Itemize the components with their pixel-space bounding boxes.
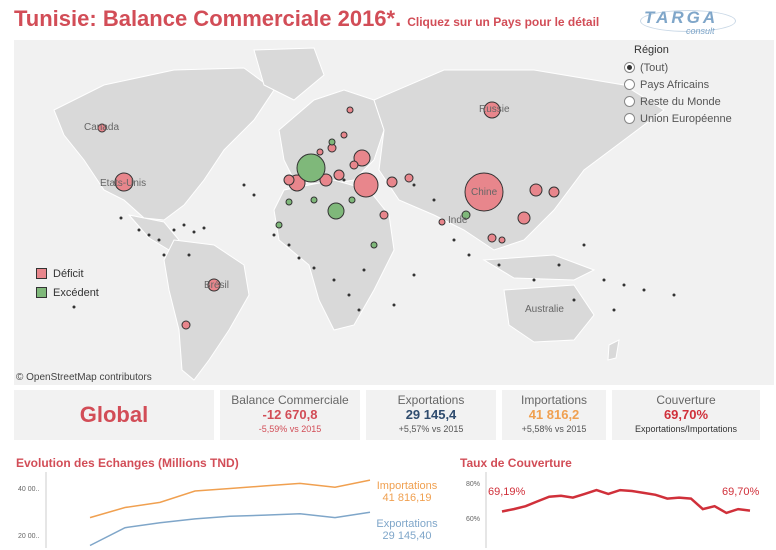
kpi-imports-value: 41 816,2 — [528, 407, 580, 422]
kpi-imports-label: Importations — [520, 393, 588, 407]
kpi-row: Global Balance Commerciale -12 670,8 -5,… — [14, 390, 764, 440]
coverage-start-label: 69,19% — [488, 486, 526, 498]
world-map[interactable]: Canada Etats-Unis Brésil Russie Chine In… — [14, 40, 774, 385]
exchanges-chart-title: Evolution des Echanges (Millions TND) — [16, 456, 239, 470]
exchanges-y-tick-40000: 40 00.. — [18, 486, 40, 493]
map-canvas[interactable] — [14, 40, 774, 385]
kpi-coverage-sub: Exportations/Importations — [634, 424, 738, 434]
coverage-end-label: 69,70% — [722, 486, 760, 498]
region-option-reste-du-monde[interactable]: Reste du Monde — [624, 93, 732, 110]
region-filter: Région (Tout) Pays Africains Reste du Mo… — [620, 44, 732, 127]
label-canada: Canada — [84, 122, 120, 133]
region-filter-title: Région — [634, 44, 669, 56]
map-legend: Déficit Excédent — [36, 264, 99, 302]
logo-sub-text: consult — [686, 26, 715, 36]
radio-icon[interactable] — [624, 113, 635, 124]
kpi-global-label: Global — [79, 402, 149, 427]
dashboard-header: Tunisie: Balance Commerciale 2016*. Cliq… — [14, 6, 599, 38]
kpi-exports: Exportations 29 145,4 +5,57% vs 2015 — [366, 390, 496, 440]
legend-excedent: Excédent — [36, 283, 99, 302]
kpi-exports-value: 29 145,4 — [405, 407, 457, 422]
radio-icon[interactable] — [624, 79, 635, 90]
kpi-balance-label: Balance Commerciale — [231, 393, 349, 407]
kpi-coverage-value: 69,70% — [663, 407, 709, 422]
legend-deficit-label: Déficit — [53, 267, 84, 280]
label-etats-unis: Etats-Unis — [100, 178, 147, 189]
kpi-exports-sub: +5,57% vs 2015 — [398, 424, 464, 434]
radio-icon[interactable] — [624, 96, 635, 107]
label-chine: Chine — [471, 187, 498, 198]
kpi-imports-sub: +5,58% vs 2015 — [521, 424, 587, 434]
kpi-coverage-label: Couverture — [656, 393, 716, 407]
dashboard-subtitle: Cliquez sur un Pays pour le détail — [407, 15, 600, 29]
logo-main-text: TARGA — [644, 8, 719, 27]
legend-excedent-swatch — [36, 287, 47, 298]
exports-series-label: Exportations 29 145,40 — [372, 518, 442, 542]
kpi-coverage: Couverture 69,70% Exportations/Importati… — [612, 390, 760, 440]
region-option-pays-africains[interactable]: Pays Africains — [624, 76, 732, 93]
label-russie: Russie — [479, 104, 510, 115]
exports-line — [89, 511, 371, 547]
region-option-tout[interactable]: (Tout) — [624, 59, 732, 76]
radio-selected-icon[interactable] — [624, 62, 635, 73]
kpi-balance-value: -12 670,8 — [262, 407, 318, 422]
imports-series-name: Importations — [376, 480, 438, 492]
label-inde: Inde — [448, 215, 468, 226]
exports-series-name: Exportations — [376, 518, 438, 530]
exchanges-y-tick-20000: 20 00.. — [18, 533, 40, 540]
imports-series-end-value: 41 816,19 — [382, 492, 432, 504]
label-bresil: Brésil — [204, 280, 230, 291]
coverage-line — [501, 488, 751, 515]
dashboard-title: Tunisie: Balance Commerciale 2016*. — [14, 6, 402, 31]
map-credit: © OpenStreetMap contributors — [16, 372, 152, 383]
legend-deficit: Déficit — [36, 264, 99, 283]
coverage-y-tick-60: 60% — [466, 516, 481, 523]
kpi-global[interactable]: Global — [14, 390, 214, 440]
imports-series-label: Importations 41 816,19 — [372, 480, 442, 504]
kpi-balance-sub: -5,59% vs 2015 — [258, 424, 322, 434]
exports-series-end-value: 29 145,40 — [382, 530, 432, 542]
coverage-y-tick-80: 80% — [466, 481, 481, 488]
targa-logo: TARGA consult — [640, 8, 740, 38]
legend-excedent-label: Excédent — [53, 286, 99, 299]
kpi-balance: Balance Commerciale -12 670,8 -5,59% vs … — [220, 390, 360, 440]
imports-line — [89, 479, 371, 519]
kpi-imports: Importations 41 816,2 +5,58% vs 2015 — [502, 390, 606, 440]
region-option-union-europeenne[interactable]: Union Européenne — [624, 110, 732, 127]
legend-deficit-swatch — [36, 268, 47, 279]
coverage-chart-title: Taux de Couverture — [460, 456, 572, 470]
kpi-exports-label: Exportations — [397, 393, 465, 407]
label-australie: Australie — [525, 304, 564, 315]
